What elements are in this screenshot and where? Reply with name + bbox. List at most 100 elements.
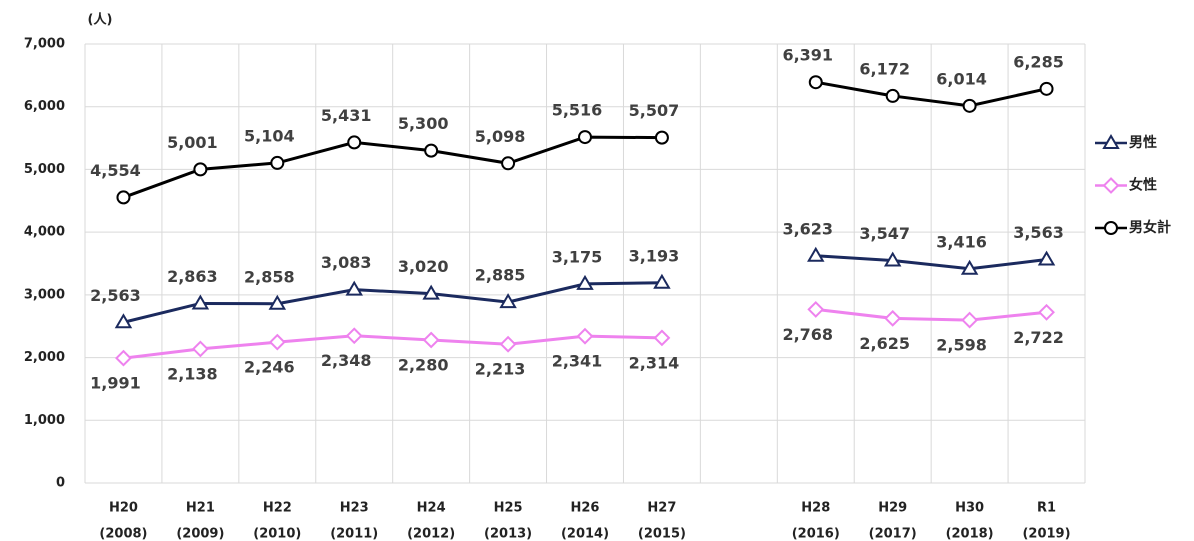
point [961, 311, 979, 329]
value-label: 2,722 [1013, 328, 1064, 347]
y-tick-label: 4,000 [24, 225, 65, 240]
value-label: 2,213 [475, 360, 526, 379]
value-label: 6,172 [859, 59, 910, 78]
value-label: 2,598 [936, 336, 987, 355]
point [654, 130, 669, 145]
value-label: 3,547 [859, 224, 910, 243]
point [345, 327, 363, 345]
legend-marker [1102, 177, 1120, 194]
value-label: 4,554 [90, 161, 141, 180]
x-tick-year: (2018) [946, 527, 994, 541]
value-label: 3,175 [552, 247, 603, 266]
y-unit: (人) [88, 12, 113, 28]
value-label: 5,507 [629, 101, 680, 120]
x-tick-label: H29 [878, 501, 907, 516]
y-tick-label: 5,000 [24, 162, 65, 177]
point [268, 333, 286, 351]
value-label: 3,083 [321, 253, 372, 272]
x-tick-year: (2014) [561, 527, 609, 541]
point [424, 143, 439, 158]
x-tick-label: H21 [186, 501, 215, 516]
x-tick-label: H25 [494, 501, 523, 516]
point [808, 75, 823, 90]
point [347, 135, 362, 150]
point [807, 300, 825, 318]
x-tick-label: H22 [263, 501, 292, 516]
x-tick-label: H27 [647, 501, 676, 516]
y-tick-label: 2,000 [24, 350, 65, 365]
series-line [122, 80, 1047, 199]
value-label: 2,863 [167, 267, 218, 286]
point [116, 190, 131, 205]
point [1038, 303, 1055, 321]
x-tick-label: H20 [109, 501, 138, 516]
value-label: 2,563 [90, 286, 141, 305]
legend-label: 男女計 [1129, 219, 1171, 236]
point [1037, 250, 1056, 266]
point [885, 88, 900, 103]
point [115, 349, 132, 367]
value-label: 6,285 [1013, 52, 1064, 71]
x-tick-year: (2016) [792, 527, 840, 541]
value-label: 3,563 [1013, 223, 1064, 242]
y-tick-label: 3,000 [24, 287, 65, 302]
x-tick-year: (2010) [253, 527, 301, 541]
x-tick-year: (2019) [1022, 527, 1070, 541]
x-tick-year: (2017) [869, 527, 917, 541]
point [960, 259, 979, 275]
legend-label: 男性 [1129, 134, 1157, 151]
series-line [123, 307, 1047, 360]
legend-marker [1102, 134, 1120, 149]
y-tick-label: 1,000 [24, 413, 65, 428]
x-tick-label: H23 [340, 501, 369, 516]
legend-marker [1104, 221, 1118, 235]
point [807, 246, 825, 262]
value-label: 3,416 [936, 232, 987, 251]
value-label: 3,020 [398, 257, 449, 276]
value-label: 2,246 [244, 358, 295, 377]
point [962, 98, 977, 113]
point [1039, 81, 1054, 96]
legend-label: 女性 [1129, 177, 1157, 194]
x-tick-year: (2013) [484, 527, 532, 541]
value-label: 2,768 [782, 325, 833, 344]
point [270, 155, 285, 170]
point [578, 130, 592, 145]
point [422, 331, 440, 349]
value-label: 2,885 [475, 266, 526, 285]
point [422, 284, 440, 300]
value-label: 2,280 [398, 356, 449, 375]
point [499, 293, 517, 309]
x-tick-label: H26 [571, 501, 600, 516]
x-tick-year: (2012) [407, 527, 455, 541]
x-tick-label: R1 [1037, 501, 1056, 516]
point [653, 273, 671, 289]
y-tick-label: 0 [56, 476, 65, 491]
value-label: 2,348 [321, 351, 372, 370]
value-label: 5,104 [244, 126, 295, 145]
value-label: 5,431 [321, 106, 372, 125]
point [501, 156, 516, 171]
value-label: 2,138 [167, 364, 218, 383]
point [268, 294, 287, 310]
x-tick-year: (2011) [330, 527, 378, 541]
point [191, 340, 209, 358]
point [576, 274, 594, 290]
value-label: 5,001 [167, 133, 218, 152]
x-tick-label: H28 [801, 501, 830, 516]
point [114, 313, 133, 329]
value-label: 5,516 [552, 101, 603, 120]
series-line [123, 254, 1047, 324]
value-label: 3,193 [629, 246, 680, 265]
point [884, 309, 902, 327]
x-tick-year: (2008) [99, 527, 147, 541]
value-label: 1,991 [90, 374, 141, 393]
point [193, 162, 208, 177]
value-label: 3,623 [782, 219, 833, 238]
point [345, 280, 363, 296]
point [499, 335, 517, 353]
x-tick-year: (2015) [638, 527, 686, 541]
point [576, 327, 594, 345]
y-tick-label: 6,000 [24, 99, 65, 114]
